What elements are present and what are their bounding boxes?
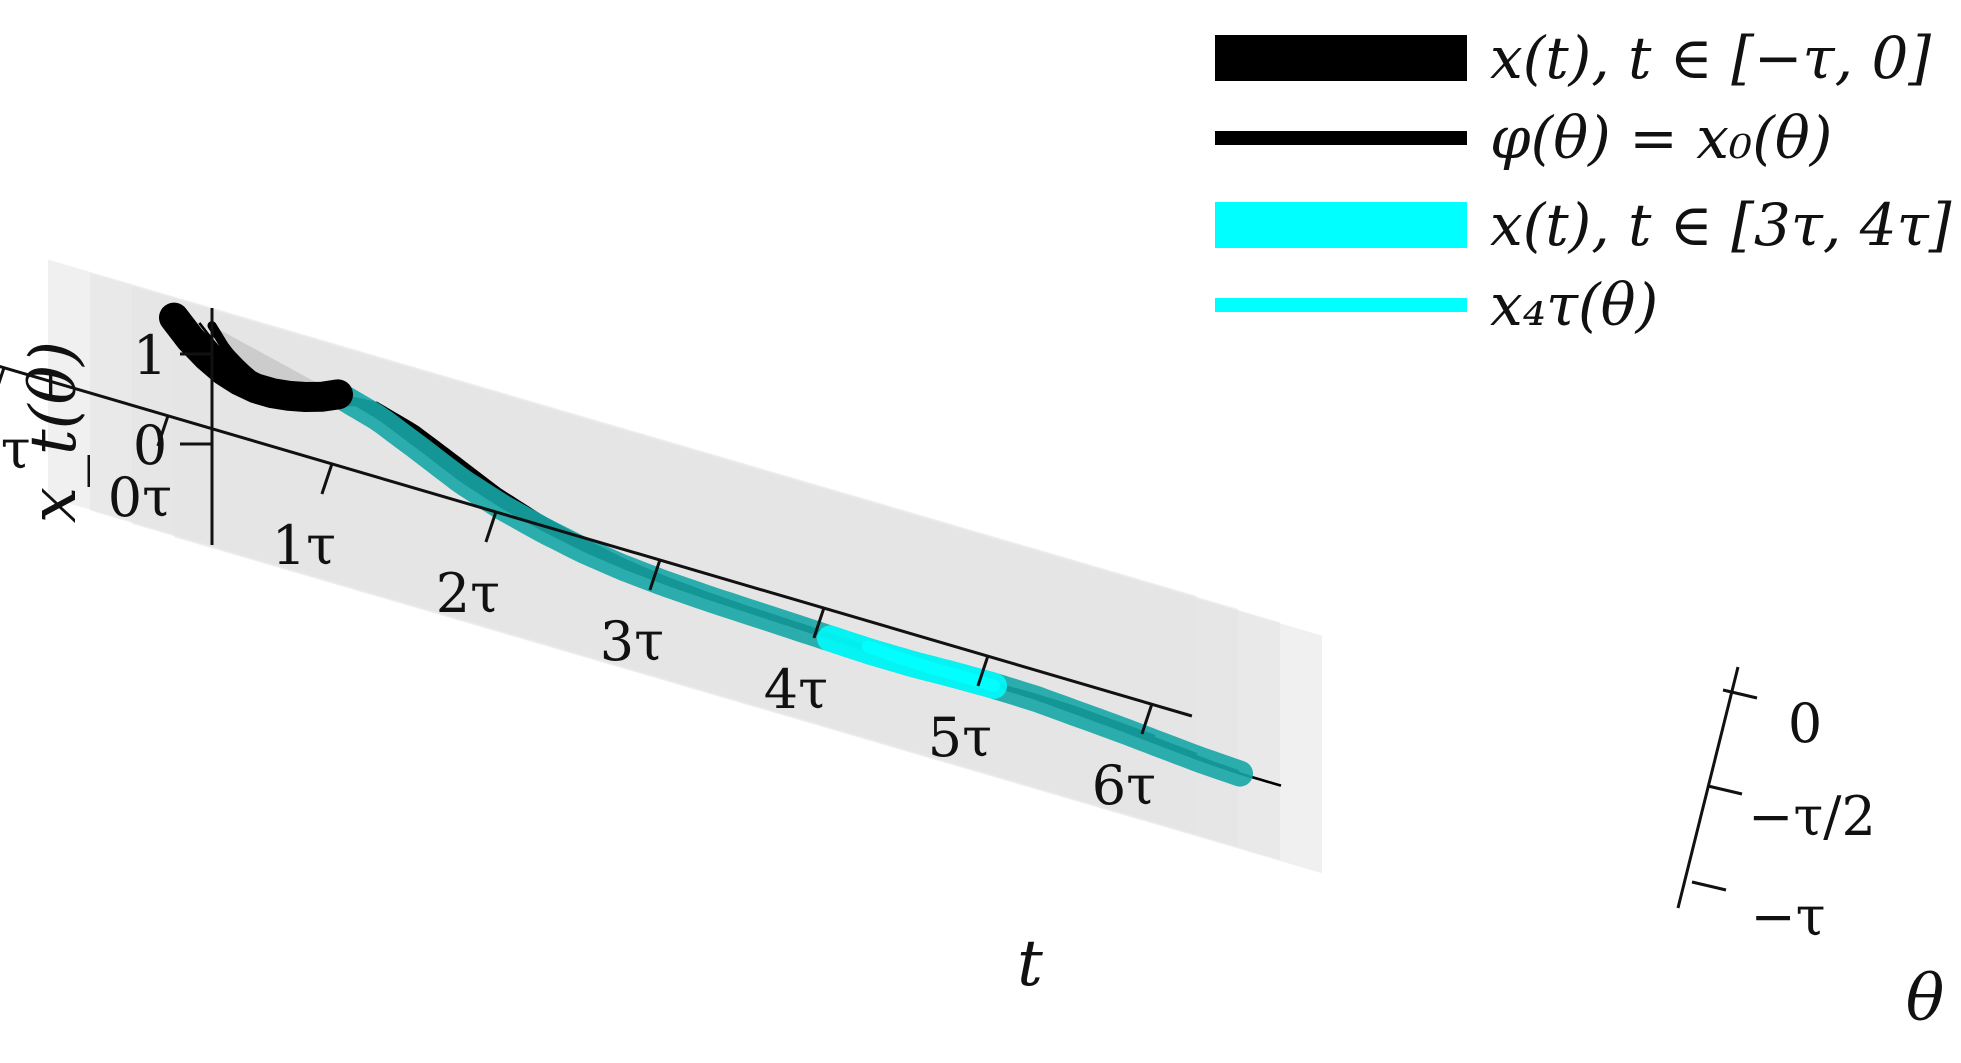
theta-tick-label-2: −τ — [1750, 885, 1825, 948]
legend-label-2: x(t), t ∈ [3τ, 4τ] — [1490, 191, 1952, 259]
x-axis-title: x_t(θ) — [17, 341, 91, 523]
t-tick-0 — [0, 367, 6, 385]
t-tick-5 — [812, 607, 826, 639]
t-tick-1 — [156, 415, 170, 447]
t-tick-label-5: 4τ — [764, 658, 828, 721]
t-tick-6 — [976, 655, 990, 687]
t-tick-label-1: 0τ — [108, 466, 172, 529]
theta-tick-label-0: 0 — [1788, 692, 1822, 755]
theta-tick-2 — [1691, 880, 1727, 892]
x-tick-label-0: 1 — [133, 324, 167, 387]
history-curve — [159, 302, 353, 412]
t-axis-title: t — [1017, 927, 1043, 1001]
x4tau-section-curve — [862, 640, 1000, 692]
t-tick-4 — [648, 559, 662, 591]
tick-labels: −1τ 0τ 1τ 2τ 3τ 4τ 5τ 6τ 1 0 0 −τ/2 −τ — [0, 324, 1876, 948]
t-tick-7 — [1140, 703, 1154, 735]
legend-label-1: φ(θ) = x₀(θ) — [1490, 104, 1832, 172]
t-tick-label-2: 1τ — [272, 514, 336, 577]
solution-curves — [159, 302, 1282, 787]
theta-axis-title: θ — [1906, 962, 1945, 1036]
legend: x(t), t ∈ [−τ, 0] φ(θ) = x₀(θ) x(t), t ∈ [… — [1215, 24, 1952, 339]
t-tick-label-4: 3τ — [600, 610, 664, 673]
solution-band — [325, 381, 1253, 787]
theta-tick-1 — [1707, 784, 1743, 796]
axes-group — [0, 308, 1758, 909]
legend-label-0: x(t), t ∈ [−τ, 0] — [1490, 24, 1931, 92]
x-tick-label-1: 0 — [133, 414, 167, 477]
t-tick-label-0: −1τ — [0, 418, 31, 481]
history-end-dot — [331, 387, 345, 402]
t-tick-label-3: 2τ — [436, 562, 500, 625]
axis-titles: t θ x_t(θ) — [17, 341, 1944, 1036]
t-tick-label-6: 5τ — [928, 706, 992, 769]
legend-label-3: x₄τ(θ) — [1490, 271, 1658, 339]
theta-tick-label-1: −τ/2 — [1748, 785, 1876, 848]
theta-tick-0 — [1722, 688, 1758, 700]
t-tick-label-7: 6τ — [1092, 754, 1156, 817]
t-tick-3 — [484, 511, 498, 543]
t-tick-2 — [320, 463, 334, 495]
